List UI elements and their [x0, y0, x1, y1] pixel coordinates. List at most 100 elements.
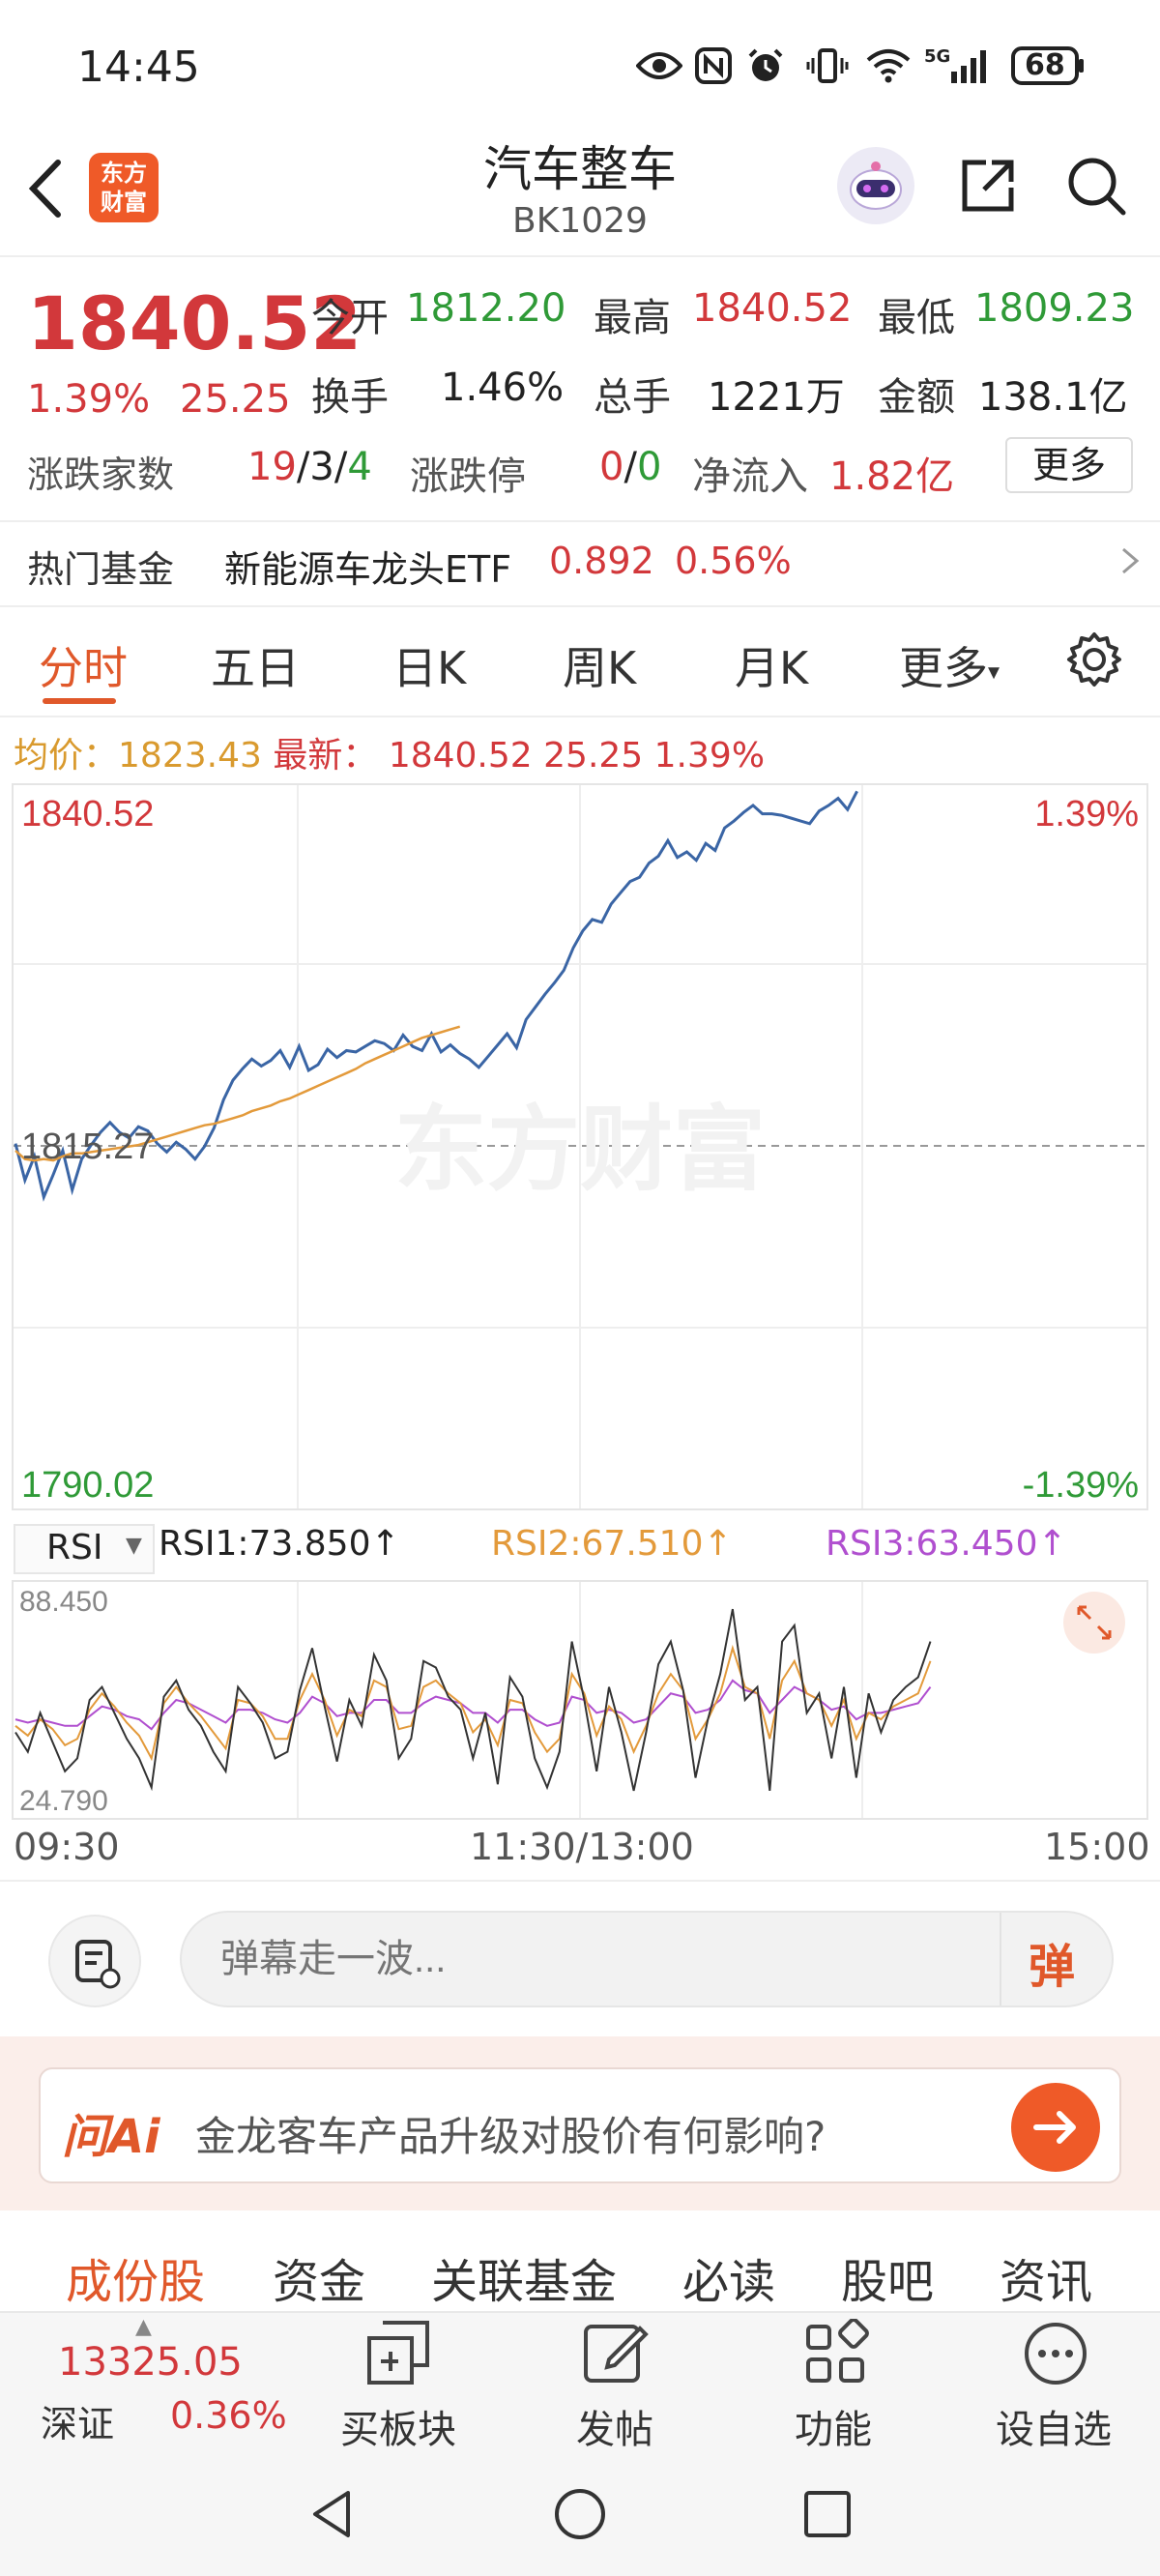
signal-icon: 5G [922, 46, 994, 85]
logo-text-top: 东方 [101, 160, 147, 187]
robot-assistant-icon[interactable] [837, 147, 914, 224]
subtab-constituents[interactable]: 成份股 [66, 2255, 206, 2309]
tab-intraday[interactable]: 分时 [39, 642, 128, 694]
tab-monthly-k[interactable]: 月K [735, 642, 809, 694]
indicator-selector-label: RSI [46, 1528, 103, 1567]
alarm-icon [744, 46, 787, 85]
updown-counts: 19/3/4 [247, 445, 372, 489]
x-tick-end: 15:00 [1044, 1826, 1150, 1868]
chevron-right-icon [1116, 542, 1145, 580]
legend-change: 25.25 [543, 736, 644, 776]
limit-label: 涨跌停 [410, 454, 526, 499]
average-price-line [14, 1025, 461, 1162]
post-button[interactable]: 发帖 [549, 2317, 684, 2452]
divider [0, 520, 1160, 522]
tab-daily-k[interactable]: 日K [392, 642, 467, 694]
amount-label: 金额 [878, 375, 955, 420]
caret-up-icon: ▲ [135, 2315, 152, 2339]
barrage-settings-icon [75, 1940, 121, 1989]
volume-label: 总手 [594, 375, 671, 420]
chart-legend: 均价：1823.43 最新： 1840.52 25.25 1.39% [14, 727, 765, 777]
y-mid-label: 1815.27 [21, 1127, 154, 1167]
subtab-news[interactable]: 资讯 [1000, 2255, 1093, 2309]
avg-label: 均价： [14, 736, 119, 776]
x-tick-start: 09:30 [14, 1826, 120, 1868]
subtab-must-read[interactable]: 必读 [682, 2255, 776, 2309]
rsi-max-label: 88.450 [19, 1586, 108, 1618]
updown-label: 涨跌家数 [27, 454, 175, 496]
battery-level: 68 [1025, 48, 1065, 82]
tab-five-day[interactable]: 五日 [211, 642, 300, 694]
y-max-label: 1840.52 [21, 794, 154, 834]
amount-value: 138.1亿 [978, 375, 1128, 420]
tab-more[interactable]: 更多▾ [899, 633, 1000, 697]
buy-sector-button[interactable]: 买板块 [333, 2317, 468, 2452]
turnover-label: 换手 [311, 375, 389, 420]
latest-label: 最新： [273, 736, 378, 776]
rsi3-label: RSI3:63.450↑ [826, 1524, 1067, 1564]
arrow-right-icon [1033, 2111, 1076, 2144]
hot-fund-price: 0.892 [549, 540, 654, 582]
hot-fund-pct: 0.56% [675, 540, 792, 582]
intraday-chart[interactable]: 东方财富 1840.52 1815.27 1790.02 1.39% -1.39… [12, 783, 1148, 1510]
subtab-forum[interactable]: 股吧 [841, 2255, 935, 2309]
logo-text-bottom: 财富 [101, 189, 147, 216]
indicator-selector[interactable]: RSI ▼ [14, 1524, 155, 1574]
send-barrage-button[interactable]: 弹 [1029, 1940, 1076, 1994]
back-icon[interactable] [21, 155, 70, 222]
caret-down-icon: ▾ [988, 658, 1000, 686]
add-watchlist-label: 设自选 [996, 2408, 1112, 2452]
hot-fund-name: 新能源车龙头ETF [224, 548, 512, 591]
app-logo[interactable]: 东方 财富 [89, 153, 159, 222]
more-button[interactable]: 更多 [1005, 437, 1133, 493]
flat-count: 3 [309, 445, 334, 489]
index-ticker[interactable]: ▲ 13325.05 深证 0.36% [0, 2311, 290, 2452]
open-label: 今开 [311, 296, 389, 340]
page-title: 汽车整车 [483, 141, 677, 197]
barrage-input[interactable] [220, 1932, 955, 1986]
up-count: 19 [247, 445, 297, 489]
add-watchlist-button[interactable]: 设自选 [984, 2317, 1129, 2452]
status-time: 14:45 [77, 43, 200, 92]
expand-icon[interactable] [1063, 1592, 1125, 1654]
tab-weekly-k[interactable]: 周K [563, 642, 637, 694]
subtab-related-funds[interactable]: 关联基金 [431, 2255, 618, 2309]
search-icon[interactable] [1063, 153, 1129, 219]
x-tick-mid: 11:30/13:00 [470, 1826, 694, 1868]
buy-sector-icon [367, 2321, 429, 2385]
rsi1-line [14, 1608, 932, 1792]
ai-send-button[interactable] [1011, 2083, 1100, 2172]
intraday-chart-svg: 东方财富 1840.52 1815.27 1790.02 1.39% -1.39… [14, 785, 1146, 1508]
divider [0, 1880, 1160, 1882]
header-divider [0, 255, 1160, 257]
board-code: BK1029 [512, 201, 648, 241]
nav-recents-icon[interactable] [798, 2485, 856, 2543]
functions-button[interactable]: 功能 [768, 2317, 903, 2452]
rsi-chart-svg: 88.450 24.790 [14, 1582, 932, 1818]
wifi-icon [864, 46, 913, 85]
nav-back-icon[interactable] [304, 2485, 362, 2543]
hot-fund-row[interactable]: 热门基金 新能源车龙头ETF 0.892 0.56% [0, 522, 1160, 603]
settings-gear-icon[interactable] [1063, 629, 1125, 690]
low-label: 最低 [878, 296, 955, 340]
active-tab-indicator [43, 698, 116, 704]
watermark: 东方财富 [394, 1098, 766, 1202]
post-label: 发帖 [576, 2408, 653, 2452]
nav-home-icon[interactable] [551, 2485, 609, 2543]
barrage-input-box[interactable]: 弹 [180, 1911, 1114, 2007]
price-line [14, 790, 858, 1202]
netflow-value: 1.82亿 [829, 454, 955, 499]
rsi-chart[interactable]: 88.450 24.790 [12, 1580, 1148, 1820]
ai-question-card[interactable]: 问Ai 金龙客车产品升级对股价有何影响? [39, 2067, 1121, 2183]
caret-down-icon: ▼ [126, 1534, 142, 1558]
share-icon[interactable] [957, 155, 1019, 217]
low-value: 1809.23 [974, 286, 1135, 331]
change-pct: 1.39% [27, 377, 151, 422]
netflow-label: 净流入 [692, 454, 808, 499]
barrage-settings-button[interactable] [48, 1915, 141, 2007]
index-name: 深证 [41, 2403, 115, 2445]
subtab-funds-flow[interactable]: 资金 [273, 2255, 366, 2309]
down-count: 4 [347, 445, 372, 489]
rsi1-label: RSI1:73.850↑ [159, 1524, 400, 1564]
limit-down: 0 [636, 445, 662, 489]
